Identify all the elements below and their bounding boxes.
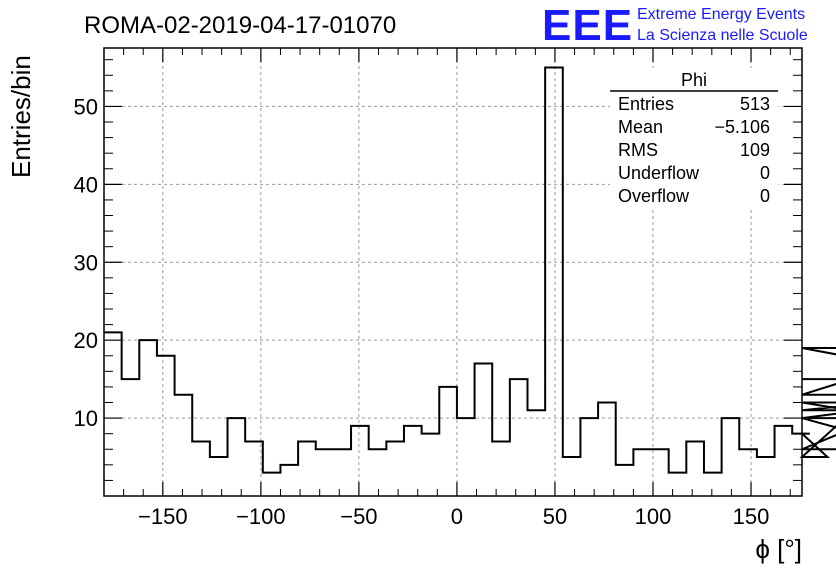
x-tick-label: −100: [236, 504, 286, 529]
histogram-bin: [510, 379, 528, 496]
histogram-bin: [316, 449, 334, 496]
y-tick-label: 50: [74, 94, 98, 119]
stats-box: Phi Entries 513 Mean −5.106 RMS 109 Unde…: [610, 68, 778, 208]
histogram-bin: [298, 441, 316, 496]
stat-value-overflow: 0: [760, 186, 770, 206]
histogram-bin: [704, 473, 722, 496]
histogram-bin: [192, 441, 210, 496]
histogram-bin: [280, 465, 298, 496]
histogram-bin: [563, 457, 581, 496]
eee-logo: EEE Extreme Energy Events La Scienza nel…: [542, 1, 808, 50]
histogram-bin: [457, 418, 475, 496]
y-tick-label: 20: [74, 328, 98, 353]
x-tick-label: 100: [635, 504, 672, 529]
x-tick-label: 0: [451, 504, 463, 529]
histogram-bin: [422, 434, 440, 496]
histogram-bin: [475, 364, 493, 496]
histogram-bin: [245, 441, 263, 496]
histogram-bin: [263, 473, 281, 496]
y-tick-label: 10: [74, 406, 98, 431]
plot-frame: [103, 47, 803, 497]
histogram-bin: [580, 418, 598, 496]
histogram-bin: [404, 426, 422, 496]
histogram-bin: [492, 441, 510, 496]
histogram-bin: [210, 457, 228, 496]
stat-value-rms: 109: [740, 140, 770, 160]
axis-ticks: [103, 48, 802, 496]
x-tick-label: 50: [543, 504, 567, 529]
histogram-bin: [528, 410, 546, 496]
stat-label-rms: RMS: [618, 140, 658, 160]
histogram-bin: [386, 441, 404, 496]
x-tick-label: −150: [138, 504, 188, 529]
histogram-bin: [439, 387, 457, 496]
x-tick-label: −50: [340, 504, 377, 529]
histogram-bin: [333, 449, 351, 496]
stat-label-underflow: Underflow: [618, 163, 700, 183]
histogram-bin: [775, 426, 793, 496]
logo-line-2: La Scienza nelle Scuole: [637, 27, 808, 44]
stats-title: Phi: [681, 70, 707, 90]
histogram-bin: [175, 395, 193, 496]
logo-line-1: Extreme Energy Events: [637, 6, 805, 23]
y-axis-label: Entries/bin: [6, 55, 36, 178]
x-tick-labels: −150 −100 −50 0 50 100 150: [138, 504, 769, 529]
histogram-bin: [139, 340, 157, 496]
y-tick-label: 40: [74, 172, 98, 197]
histogram-outline: [104, 66, 836, 474]
histogram-bin: [722, 418, 740, 496]
x-axis-label: ϕ [°]: [755, 534, 802, 564]
histogram-bin: [633, 449, 651, 496]
x-tick-label: 150: [733, 504, 770, 529]
histogram-bin: [351, 426, 369, 496]
stat-label-overflow: Overflow: [618, 186, 690, 206]
histogram-bin: [651, 449, 669, 496]
histogram-bin: [686, 441, 704, 496]
stat-value-underflow: 0: [760, 163, 770, 183]
histogram-bin: [122, 379, 140, 496]
histogram-bin: [228, 418, 246, 496]
stat-value-entries: 513: [740, 94, 770, 114]
histogram-bin: [369, 449, 387, 496]
stat-value-mean: −5.106: [714, 117, 770, 137]
logo-mark: EEE: [542, 1, 633, 50]
histogram-bin: [545, 67, 563, 496]
y-tick-labels: 10 20 30 40 50: [74, 94, 98, 431]
run-title: ROMA-02-2019-04-17-01070: [84, 12, 396, 39]
histogram-bin: [157, 356, 175, 496]
histogram-bin: [757, 457, 775, 496]
stat-label-mean: Mean: [618, 117, 663, 137]
histogram-bin: [739, 449, 757, 496]
histogram-bin: [669, 473, 687, 496]
histogram-bin: [598, 403, 616, 496]
histogram-bin: [104, 332, 122, 496]
y-tick-label: 30: [74, 250, 98, 275]
histogram-bin: [616, 465, 634, 496]
stat-label-entries: Entries: [618, 94, 674, 114]
